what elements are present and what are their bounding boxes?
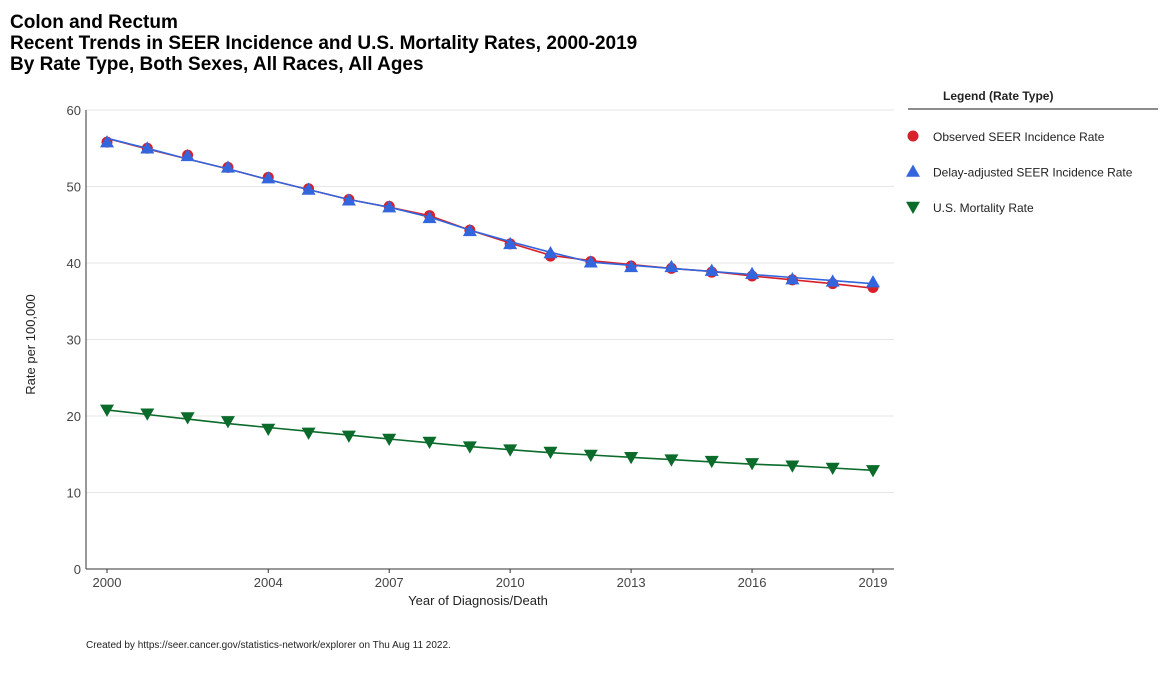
y-tick-label: 40 xyxy=(67,256,81,271)
title-line-2: Recent Trends in SEER Incidence and U.S.… xyxy=(10,33,638,54)
x-tick-label: 2019 xyxy=(859,575,888,590)
legend-label: Observed SEER Incidence Rate xyxy=(933,130,1105,144)
data-point xyxy=(543,246,558,259)
x-tick-label: 2013 xyxy=(617,575,646,590)
y-axis-title: Rate per 100,000 xyxy=(23,294,38,394)
x-tick-label: 2000 xyxy=(93,575,122,590)
data-point xyxy=(261,171,276,184)
data-point xyxy=(301,182,316,195)
series-triangle-down xyxy=(100,404,880,478)
footer-credit: Created by https://seer.cancer.gov/stati… xyxy=(86,640,451,651)
data-point xyxy=(704,263,719,276)
legend-item[interactable]: Observed SEER Incidence Rate xyxy=(907,130,1105,144)
data-point xyxy=(583,449,598,463)
title-line-1: Colon and Rectum xyxy=(10,12,178,33)
series-circle xyxy=(101,136,879,293)
data-point xyxy=(825,274,840,287)
gridlines xyxy=(86,109,894,493)
data-point xyxy=(180,412,195,425)
legend-item[interactable]: Delay-adjusted SEER Incidence Rate xyxy=(906,164,1133,180)
data-point xyxy=(140,141,155,154)
chart-title: Colon and Rectum Recent Trends in SEER I… xyxy=(10,12,637,75)
data-point xyxy=(745,266,760,279)
x-axis-title: Year of Diagnosis/Death xyxy=(408,593,548,608)
data-point xyxy=(382,433,397,446)
legend-marker xyxy=(907,130,919,142)
series-group xyxy=(100,135,880,478)
y-tick-label: 0 xyxy=(74,562,81,577)
data-point xyxy=(220,160,235,173)
data-point xyxy=(664,259,679,273)
y-tick-label: 50 xyxy=(67,180,81,195)
data-point xyxy=(624,259,639,273)
data-point xyxy=(180,148,195,162)
legend-marker xyxy=(906,164,920,177)
data-point xyxy=(422,436,437,450)
y-tick-label: 20 xyxy=(67,409,81,424)
y-tick-label: 60 xyxy=(67,103,81,118)
data-point xyxy=(785,460,800,473)
data-point xyxy=(220,416,235,429)
data-point xyxy=(422,210,437,224)
series-trend-line xyxy=(106,409,874,472)
data-point xyxy=(140,408,155,421)
data-point xyxy=(704,455,719,469)
data-point xyxy=(462,223,477,237)
data-point xyxy=(100,404,114,417)
data-point xyxy=(785,272,800,285)
data-point xyxy=(341,193,356,206)
x-tick-label: 2016 xyxy=(738,575,767,590)
data-point xyxy=(301,427,316,440)
data-point xyxy=(100,135,114,148)
data-point xyxy=(583,255,598,268)
legend-label: Delay-adjusted SEER Incidence Rate xyxy=(933,166,1133,180)
x-tick-label: 2004 xyxy=(254,575,283,590)
axes: 0 10 20 30 40 50 60 2000 2004 2007 2010 2013 2016 201… xyxy=(23,103,894,608)
data-point xyxy=(382,200,397,213)
title-line-3: By Rate Type, Both Sexes, All Races, All… xyxy=(10,54,424,75)
legend-label: U.S. Mortality Rate xyxy=(933,201,1034,215)
x-tick-label: 2010 xyxy=(496,575,525,590)
data-point xyxy=(462,441,477,454)
data-point xyxy=(624,452,639,465)
series-trend-line xyxy=(106,137,874,289)
legend-item[interactable]: U.S. Mortality Rate xyxy=(906,201,1034,215)
data-point xyxy=(866,465,880,478)
data-point xyxy=(341,430,356,443)
series-trend-line xyxy=(106,137,874,285)
legend[interactable]: Legend (Rate Type) Observed SEER Incidenc… xyxy=(906,89,1158,215)
data-point xyxy=(543,446,558,459)
series-triangle-up xyxy=(100,135,880,288)
legend-marker xyxy=(906,201,920,214)
data-point xyxy=(825,462,840,476)
data-point xyxy=(745,458,760,471)
legend-title: Legend (Rate Type) xyxy=(943,89,1053,103)
data-point xyxy=(866,275,880,288)
data-point xyxy=(503,444,518,457)
y-tick-label: 30 xyxy=(67,333,81,348)
data-point xyxy=(503,236,518,250)
data-point xyxy=(664,454,679,467)
x-tick-label: 2007 xyxy=(375,575,404,590)
y-tick-label: 10 xyxy=(67,486,81,501)
data-point xyxy=(261,423,276,437)
